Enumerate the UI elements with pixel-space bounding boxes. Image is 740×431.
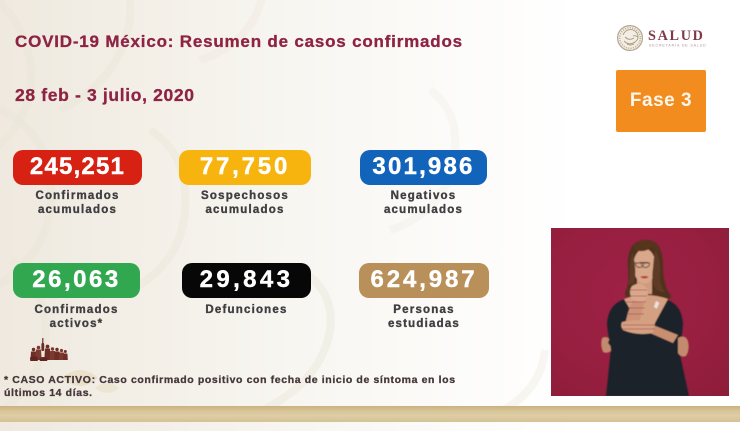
svg-text:SALUD: SALUD xyxy=(648,28,705,44)
svg-text:SECRETARÍA DE SALUD: SECRETARÍA DE SALUD xyxy=(649,44,707,48)
